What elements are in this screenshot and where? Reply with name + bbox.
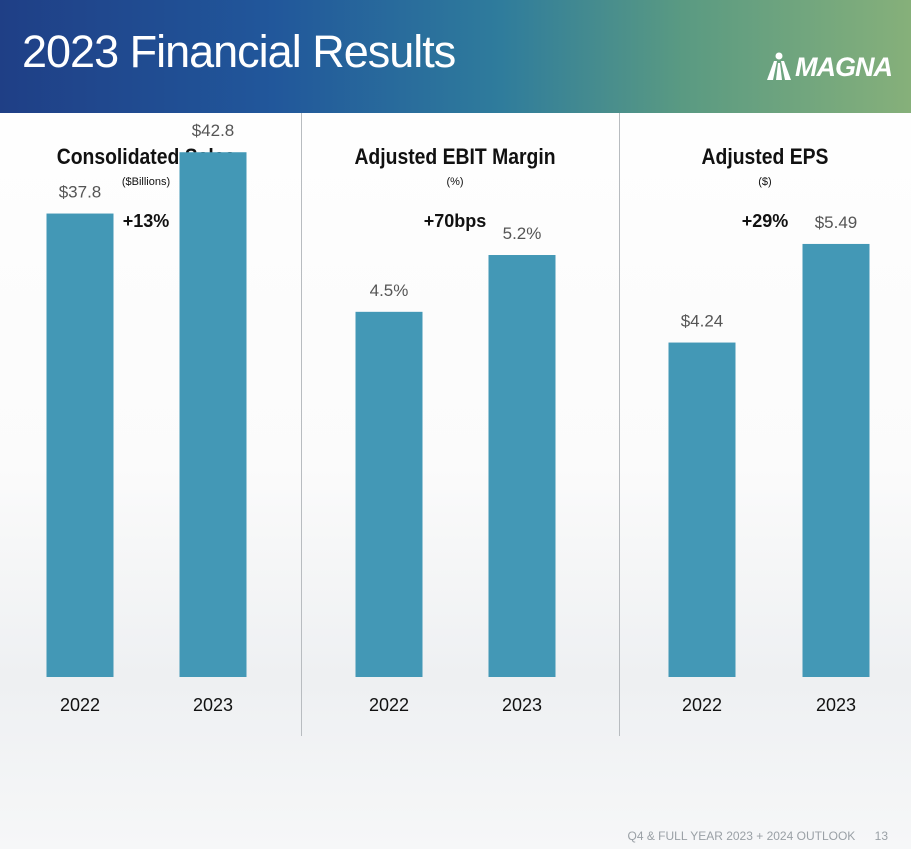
data-label: 4.5% xyxy=(370,281,409,300)
chart-title: Adjusted EPS xyxy=(702,145,829,169)
bar-2022 xyxy=(46,213,114,677)
page-number: 13 xyxy=(874,829,888,843)
chart-subtitle: ($Billions) xyxy=(122,176,170,188)
data-label: $37.8 xyxy=(59,183,102,202)
x-tick-label: 2023 xyxy=(193,695,233,715)
chart-title: Adjusted EBIT Margin xyxy=(354,145,555,169)
bar-2022 xyxy=(668,342,736,677)
magna-logo-icon xyxy=(767,52,791,80)
x-tick-label: 2022 xyxy=(60,695,100,715)
change-label: +13% xyxy=(123,211,170,231)
panel-divider-2 xyxy=(619,113,620,736)
data-label: $5.49 xyxy=(815,213,858,232)
data-label: $4.24 xyxy=(681,312,724,331)
chart-subtitle: ($) xyxy=(758,176,771,188)
bar-2023 xyxy=(488,255,556,677)
footer-text: Q4 & FULL YEAR 2023 + 2024 OUTLOOK xyxy=(627,829,856,843)
x-tick-label: 2022 xyxy=(369,695,409,715)
panel-divider-1 xyxy=(301,113,302,736)
logo-text: MAGNA xyxy=(795,52,893,82)
bar-2023 xyxy=(802,243,870,677)
slide-title: 2023 Financial Results xyxy=(22,26,456,77)
x-tick-label: 2023 xyxy=(816,695,856,715)
magna-logo: MAGNA xyxy=(765,48,893,84)
x-tick-label: 2022 xyxy=(682,695,722,715)
slide-header: 2023 Financial Results MAGNA xyxy=(0,0,911,113)
slide-footer: Q4 & FULL YEAR 2023 + 2024 OUTLOOK 13 xyxy=(628,829,889,843)
bar-charts: Consolidated Sales($Billions)+13%$37.820… xyxy=(46,121,870,715)
change-label: +70bps xyxy=(424,211,487,231)
data-label: 5.2% xyxy=(503,224,542,243)
x-tick-label: 2023 xyxy=(502,695,542,715)
bar-2023 xyxy=(179,152,247,677)
bar-2022 xyxy=(355,311,423,677)
data-label: $42.8 xyxy=(192,121,235,140)
chart-subtitle: (%) xyxy=(446,176,463,188)
change-label: +29% xyxy=(742,211,789,231)
